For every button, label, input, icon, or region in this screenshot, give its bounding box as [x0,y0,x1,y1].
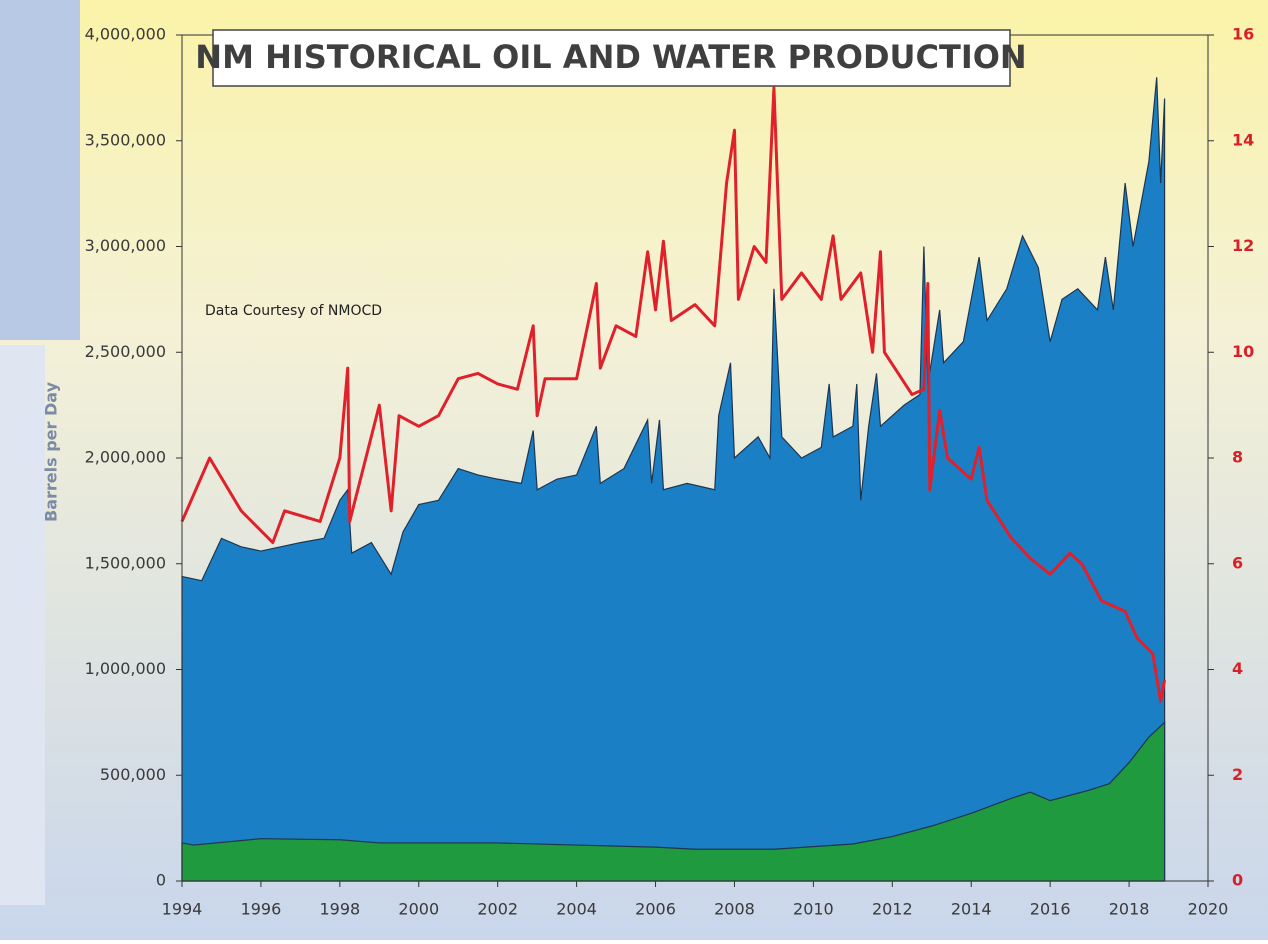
y-tick-label: 1,500,000 [85,553,166,572]
x-tick-label: 2016 [1030,900,1071,919]
y2-tick-label: 10 [1232,342,1254,361]
y2-tick-label: 12 [1232,236,1254,255]
x-tick-label: 2014 [951,900,992,919]
title-box [212,29,1011,87]
x-tick-label: 2018 [1109,900,1150,919]
x-tick-label: 2020 [1188,900,1229,919]
y2-tick-label: 6 [1232,553,1243,572]
y2-tick-label: 16 [1232,25,1254,44]
y-tick-label: 500,000 [100,765,166,784]
y-tick-label: 1,000,000 [85,659,166,678]
area [181,77,1166,882]
y-tick-label: 3,500,000 [85,130,166,149]
chart-title: NM HISTORICAL OIL AND WATER PRODUCTION [195,38,1026,76]
y-axis-label: Barrels per Day [42,381,61,522]
y-tick-label: 0 [156,871,166,890]
area [181,720,1166,882]
x-tick-label: 2012 [872,900,913,919]
x-tick-label: 1994 [162,900,203,919]
x-tick-label: 2004 [556,900,597,919]
x-tick-label: 2006 [635,900,676,919]
x-tick-label: 1996 [241,900,282,919]
y2-tick-label: 0 [1232,871,1243,890]
x-tick-label: 2002 [477,900,518,919]
annotation: Data Courtesy of NMOCD [205,303,382,319]
line [180,86,1167,703]
x-tick-label: 2000 [398,900,439,919]
y-tick-label: 2,500,000 [85,342,166,361]
y2-tick-label: 2 [1232,765,1243,784]
background-scrap [0,0,80,340]
y2-tick-label: 14 [1232,130,1254,149]
y2-tick-label: 8 [1232,448,1243,467]
y-tick-label: 4,000,000 [85,25,166,44]
x-tick-label: 2008 [714,900,755,919]
background-scrap [0,345,45,905]
x-tick-label: 1998 [319,900,360,919]
y-tick-label: 3,000,000 [85,236,166,255]
x-tick-label: 2010 [793,900,834,919]
y-tick-label: 2,000,000 [85,448,166,467]
y2-tick-label: 4 [1232,659,1243,678]
